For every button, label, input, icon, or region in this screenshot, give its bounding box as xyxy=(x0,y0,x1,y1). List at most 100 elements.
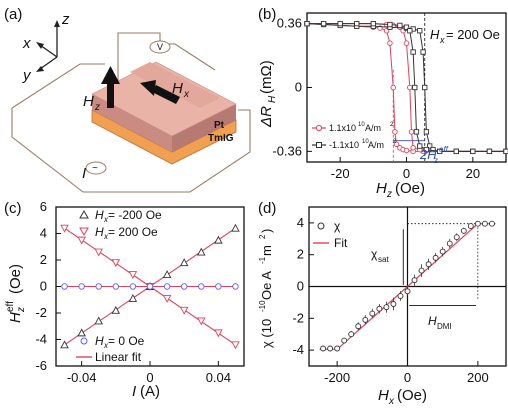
panel-label-c: (c) xyxy=(4,200,22,217)
chart-d-point xyxy=(369,310,376,317)
chart-d-point xyxy=(341,337,348,344)
chart-c-ylabel: H xyxy=(7,312,24,323)
hall-cross xyxy=(91,61,237,165)
chart-c-series-1-point xyxy=(94,248,103,257)
chart-b-xlabel-unit: (Oe) xyxy=(395,180,425,197)
chart-c-series-0-point xyxy=(111,305,121,314)
chart-d-xtick-label-1: 0 xyxy=(404,370,411,385)
hz-arrow xyxy=(101,66,120,108)
chart-d-point xyxy=(467,223,474,230)
chart-c-ytick-label-5: 4 xyxy=(40,226,47,241)
chart-c-series-1-point xyxy=(179,306,189,315)
chart-b-annotation2-sup: eff xyxy=(439,145,449,154)
chart-d-ylabel-rest2: m xyxy=(259,245,274,256)
chart-b-annotation2-sub: z xyxy=(433,156,438,165)
chart-c-series-0-point xyxy=(60,340,69,349)
hz-label-sub: z xyxy=(94,102,100,113)
chart-b-series-1-point xyxy=(413,129,420,135)
chart-b-xtick-label-1: 0 xyxy=(403,166,410,181)
chart-b-series-1-point xyxy=(420,49,426,55)
chart-d-point xyxy=(327,345,334,352)
chart-b-ytick-label-0: 0.36 xyxy=(277,16,302,31)
chart-d-point xyxy=(432,254,439,261)
chart-c-series-0-point xyxy=(77,328,86,337)
axis-y-label: y xyxy=(22,67,32,84)
chart-c-legend-bottom: H x = 0 Oe Linear fit xyxy=(76,334,145,364)
chart-b-annotation-sub: x xyxy=(439,35,445,45)
chart-b-xtick-label-2: 20 xyxy=(466,166,480,181)
chart-d-point xyxy=(474,220,481,227)
chart-b-legend-0-unit-sup: 2 xyxy=(390,122,394,128)
chart-c-series-2-point xyxy=(232,283,239,290)
chart-c-xlabel-unit: (A) xyxy=(140,383,160,400)
chart-c-series-1-point xyxy=(60,224,69,233)
current-label: I xyxy=(82,165,86,182)
chart-c-legend-0-sub: x xyxy=(103,215,109,224)
chart-c-series-0-point xyxy=(231,223,240,232)
chart-c-series-1-point xyxy=(111,259,121,268)
chart-d-ylabel: χ (10 xyxy=(259,319,274,348)
chart-c-ylabel-sub: z xyxy=(16,307,27,313)
chart-d-point xyxy=(397,293,404,299)
chart-b-legend-1: -1.1x10 xyxy=(329,140,359,150)
chart-d-point xyxy=(348,331,355,338)
chart-d-h-dmi-sub: DMI xyxy=(437,322,452,331)
chart-b-series-1-point xyxy=(423,146,430,153)
chart-b-ylabel-sub: H xyxy=(267,95,278,103)
chart-d-ylabel-sup: -10 xyxy=(258,300,267,312)
chart-b-legend-1-unit-sup: 2 xyxy=(393,139,397,145)
axis-z-label: z xyxy=(61,11,70,28)
chart-b-series-1-point xyxy=(417,143,423,149)
device-schematic: z x y V ~ I xyxy=(11,11,251,193)
chart-b: -20 0 200.360-0.36 H z (Oe) ΔR H (mΩ) H x … xyxy=(258,12,508,200)
chart-d-xtick-label-0: -200 xyxy=(324,370,350,385)
chart-c-series-0-point xyxy=(197,247,206,256)
chart-d-legend-data: χ xyxy=(334,219,341,233)
chart-c-series-0-point xyxy=(128,293,138,302)
chart-c-legend-2-value: = 0 Oe xyxy=(108,334,145,348)
chart-c-series-2-point xyxy=(112,283,120,290)
chart-b-legend-marker-0 xyxy=(315,124,323,132)
chart-c-xtick-label-1: 0 xyxy=(146,370,153,385)
chart-c-legend-2-name: H xyxy=(95,334,104,348)
chart-c-ytick-label-4: 2 xyxy=(40,252,47,267)
chart-b-series-1-point xyxy=(503,148,508,155)
chart-c-ytick-label-2: -2 xyxy=(35,305,47,320)
chart-b-series-1-point xyxy=(387,21,393,28)
panel-label-a: (a) xyxy=(4,6,22,23)
chart-d-ylabel-sup3: 2 xyxy=(258,234,267,239)
chart-b-series-1-point xyxy=(407,28,413,34)
chart-b-series-1-point xyxy=(403,24,410,30)
chart-d-point xyxy=(334,345,341,352)
chart-c-series-0-point xyxy=(214,235,223,244)
chart-d-point xyxy=(453,234,460,241)
chart-d-h-dmi: H xyxy=(428,314,437,328)
panel-label-b: (b) xyxy=(258,6,276,23)
chart-c-legend-2-sub: x xyxy=(103,341,109,350)
chart-c-series-2-point xyxy=(198,283,205,290)
chart-d-ytick-label-2: 0 xyxy=(297,279,304,294)
chart-b-series-1-point xyxy=(486,148,493,155)
chart-c-ylabel-sup: eff xyxy=(5,301,16,312)
chart-d-point xyxy=(418,267,425,274)
chart-b-series-1-point xyxy=(430,146,436,153)
chart-c-series-0-point xyxy=(94,316,103,325)
pt-layer-label: Pt xyxy=(214,120,225,131)
chart-b-series-0-point xyxy=(387,40,393,46)
chart-c-legend-0-value: = -200 Oe xyxy=(108,208,162,222)
chart-c-series-2-point xyxy=(215,283,222,290)
chart-b-xlabel: H xyxy=(376,180,387,197)
chart-b-legend-0: 1.1x10 xyxy=(329,123,356,133)
chart-b-xtick-label-0: -20 xyxy=(331,166,350,181)
chart-c-ylabel-group: H z eff (Oe) xyxy=(5,264,27,323)
chart-b-series-0-point xyxy=(392,129,398,135)
chart-c-series-0-point xyxy=(162,270,172,279)
chart-c-ytick-label-6: 6 xyxy=(40,199,47,214)
chart-d-xlabel: H xyxy=(378,387,389,404)
chart-b-annotation2: 2H xyxy=(419,147,437,162)
axis-x-label: x xyxy=(22,35,31,52)
current-source-symbol: ~ xyxy=(92,163,98,174)
chart-d-point xyxy=(404,288,411,295)
